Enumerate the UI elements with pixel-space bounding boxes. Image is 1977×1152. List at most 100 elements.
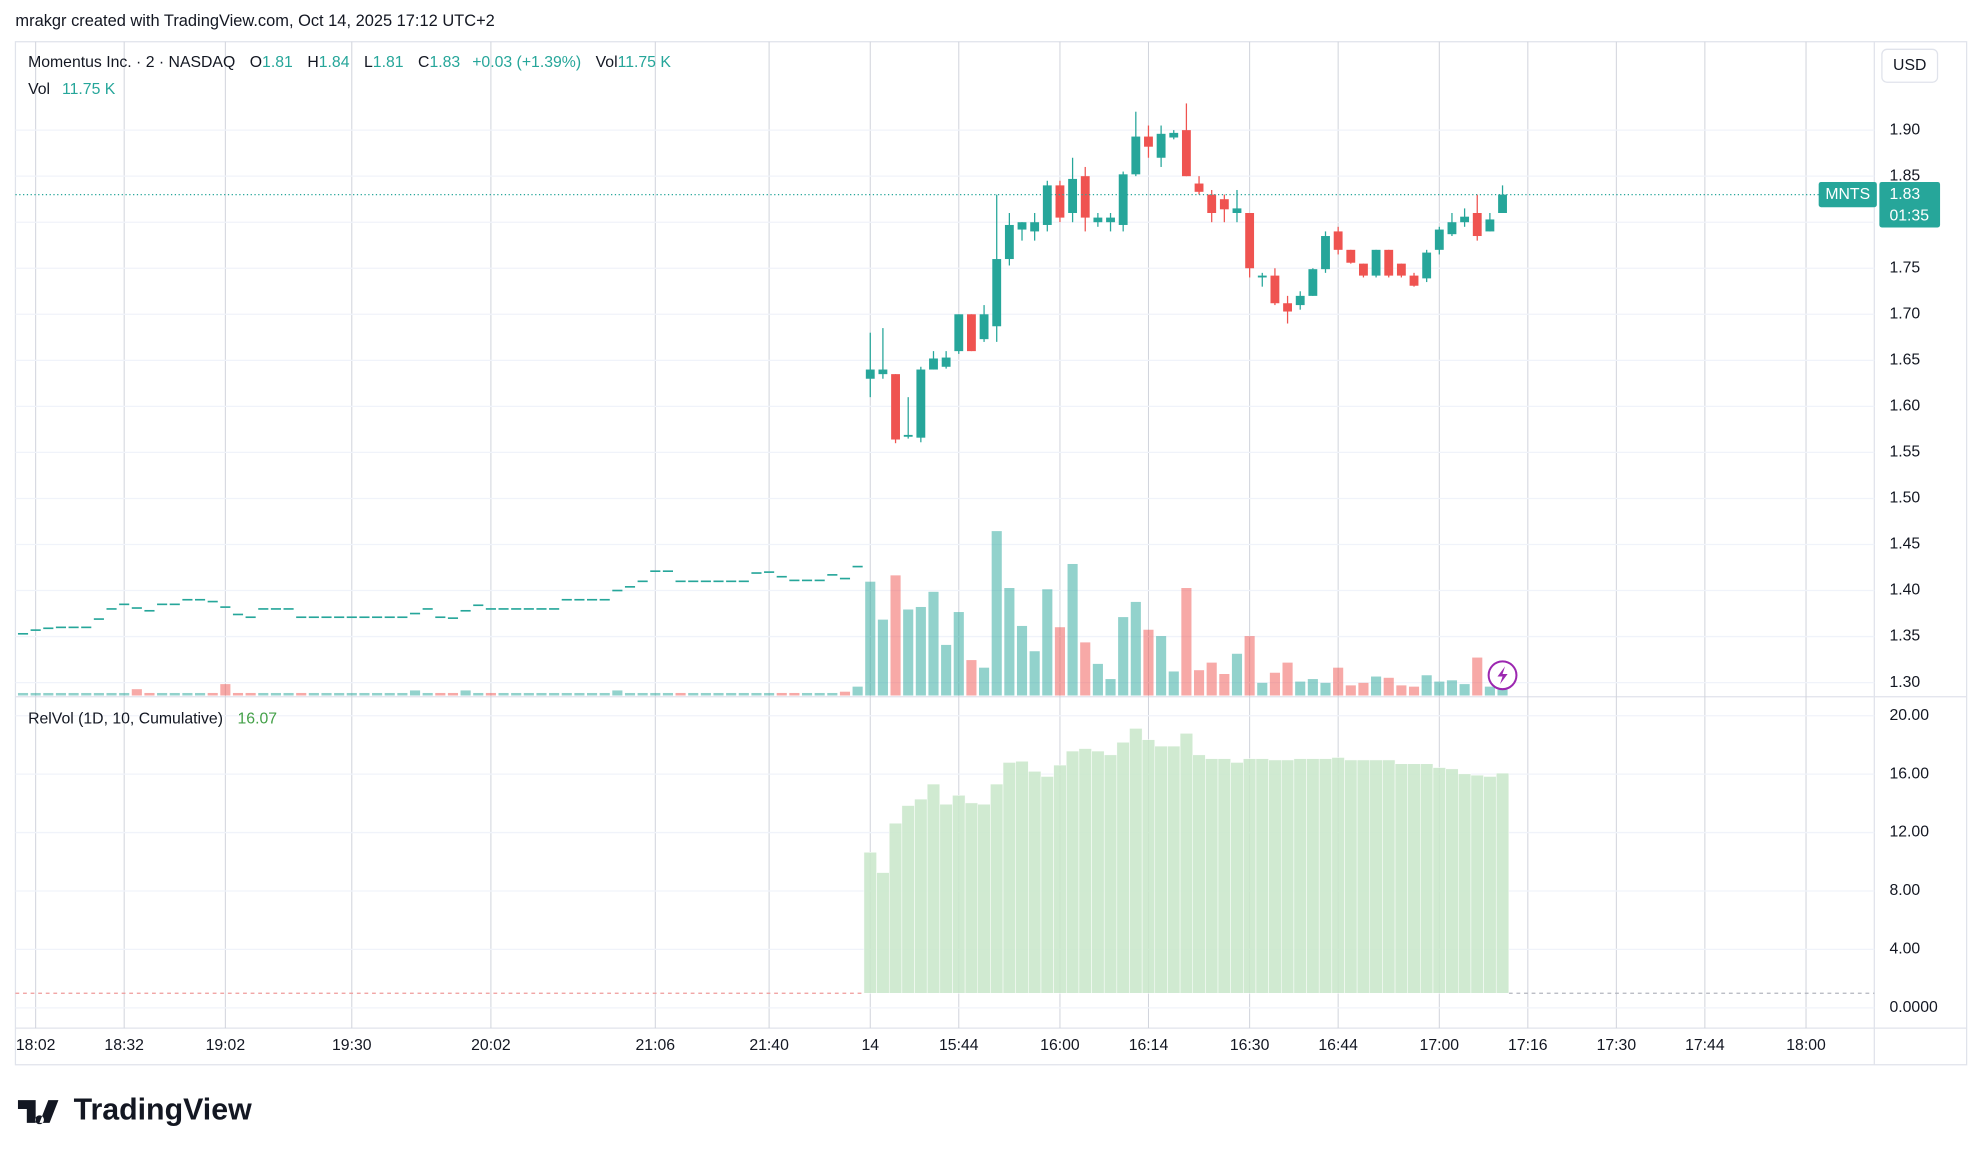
x-tick-label: 14 <box>861 1037 879 1054</box>
marks <box>15 103 1875 994</box>
relvol-bar <box>1318 758 1333 994</box>
volume-bar <box>1105 679 1116 696</box>
volume-bar <box>637 692 648 696</box>
relvol-bar <box>1356 759 1371 994</box>
legend-label: H <box>307 54 318 71</box>
volume-bar <box>839 691 851 696</box>
y-tick-label: 1.30 <box>1889 674 1920 691</box>
candle-body <box>1333 231 1343 250</box>
x-tick-label: 16:44 <box>1318 1037 1358 1054</box>
candle-body <box>1447 222 1457 235</box>
legend-change: +0.03 (+1.39%) <box>472 54 581 71</box>
volume-bar <box>511 692 522 696</box>
y-tick-label: 1.40 <box>1889 582 1920 599</box>
candle-body <box>1017 222 1027 230</box>
volume-bar <box>1054 627 1066 696</box>
volume-bar <box>1434 681 1445 696</box>
y-tick-label: 1.85 <box>1889 167 1920 184</box>
relvol-bar <box>1192 754 1206 994</box>
relvol-bar <box>1445 768 1459 994</box>
relvol-bar <box>926 783 941 994</box>
volume-bar <box>1193 670 1205 696</box>
header: mrakgr created with TradingView.com, Oct… <box>15 12 494 30</box>
relvol-bar <box>964 802 979 994</box>
price-tag-countdown: 01:35 <box>1889 207 1929 224</box>
candle-body <box>954 314 964 352</box>
candle-body <box>1156 133 1166 158</box>
y-tick-label: 1.70 <box>1889 305 1920 322</box>
volume-bar <box>991 531 1002 696</box>
volume-bar <box>1345 685 1356 696</box>
relvol-bar <box>1066 750 1080 994</box>
y2-tick-label: 4.00 <box>1889 941 1920 958</box>
logo-text: TradingView <box>74 1094 252 1127</box>
candle-body <box>1498 194 1507 213</box>
x-tick-label: 18:02 <box>16 1037 56 1054</box>
volume-bar <box>764 692 775 696</box>
relvol-bar <box>1243 758 1257 994</box>
relvol-bar <box>990 783 1004 994</box>
volume-bar <box>574 692 585 696</box>
relvol-bar <box>888 822 903 994</box>
volume-bar <box>726 692 737 696</box>
volume-bar <box>207 692 218 696</box>
x-tick-label: 20:02 <box>471 1037 511 1054</box>
volume-bar <box>1080 642 1091 696</box>
x-tick-label: 16:14 <box>1129 1037 1169 1054</box>
volume-bar <box>1459 684 1470 696</box>
candle-body <box>1270 275 1280 304</box>
volume-bar <box>384 692 395 696</box>
relvol-bar <box>1040 776 1054 994</box>
relvol-bar <box>1407 763 1421 994</box>
relvol-bar <box>1015 761 1029 994</box>
y2-tick-label: 20.00 <box>1889 707 1929 724</box>
candle-body <box>903 434 913 437</box>
candle-body <box>865 369 875 379</box>
volume-bar <box>1497 689 1508 696</box>
candle-body <box>1093 217 1103 223</box>
volume-bar <box>435 692 446 696</box>
volume-bar <box>1396 685 1407 696</box>
candle-body <box>1283 303 1292 312</box>
currency-button[interactable] <box>1881 48 1939 83</box>
volume-bar <box>1130 601 1141 696</box>
candle-body <box>1485 219 1495 232</box>
x-tick-label: 15:44 <box>939 1037 979 1054</box>
volume-bar <box>308 692 319 696</box>
currency[interactable]: USD <box>1893 57 1926 74</box>
volume-bar <box>1257 682 1268 696</box>
volume-bar <box>473 692 484 696</box>
volume-bar <box>928 591 939 696</box>
volume-bar <box>966 660 977 696</box>
relvol-bar <box>1167 745 1181 994</box>
volume-bar <box>865 581 876 696</box>
icon-bolt[interactable] <box>1497 666 1508 685</box>
relvol-bar <box>1458 773 1472 994</box>
volume-bar <box>43 692 54 696</box>
volume-bar <box>814 692 825 696</box>
volume-bar <box>1016 625 1028 696</box>
x-tick-label: 17:44 <box>1685 1037 1725 1054</box>
volume-bar <box>1269 672 1280 696</box>
volume-bar <box>157 692 168 696</box>
y2-tick-label: 16.00 <box>1889 765 1929 782</box>
x-tick-label: 21:06 <box>636 1037 676 1054</box>
y-tick-label: 1.60 <box>1889 398 1920 415</box>
legend-open: 1.81 <box>262 54 293 71</box>
replay-icon[interactable] <box>1487 660 1518 691</box>
y-tick-label: 1.50 <box>1889 490 1920 507</box>
candle-body <box>979 314 989 340</box>
relvol-bar <box>901 805 915 994</box>
volume-bar <box>1358 682 1369 696</box>
legend-high: 1.84 <box>319 54 350 71</box>
relvol-bar <box>914 798 928 994</box>
relvol-bar <box>1154 745 1168 994</box>
volume-bar <box>1168 671 1179 696</box>
x-tick-label: 17:30 <box>1597 1037 1637 1054</box>
symbol-tag <box>1818 181 1877 208</box>
x-tick-label: 19:02 <box>206 1037 246 1054</box>
volume-bar <box>498 692 509 696</box>
volume-bar <box>903 609 914 696</box>
relvol-bar <box>1091 750 1105 994</box>
